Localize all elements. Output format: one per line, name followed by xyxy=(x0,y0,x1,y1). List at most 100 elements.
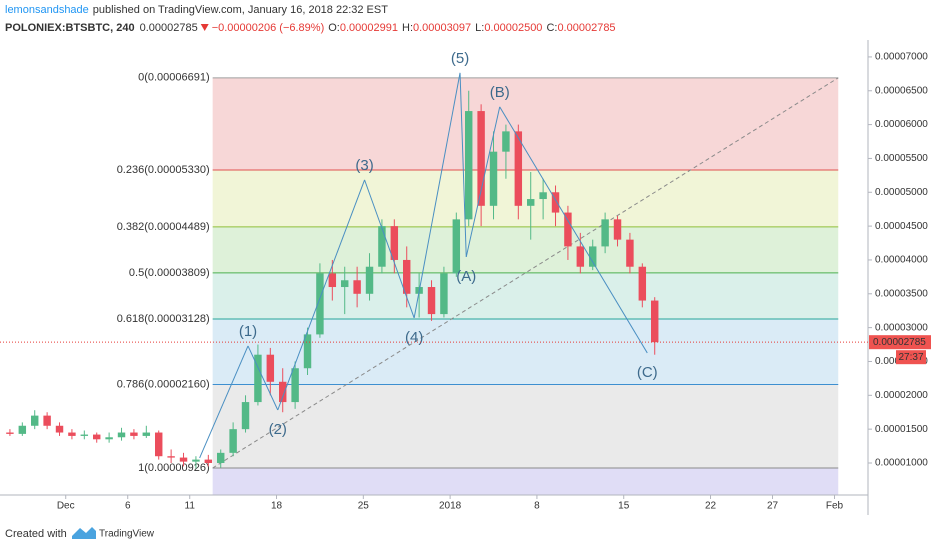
candle-body xyxy=(266,354,275,382)
candle-body xyxy=(55,425,64,433)
candle-body xyxy=(465,111,473,220)
author[interactable]: lemonsandshade xyxy=(5,4,89,16)
last-price-label: 0.00002785 xyxy=(873,337,926,348)
candle-body xyxy=(204,459,213,463)
fib-label: 0.236(0.00005330) xyxy=(117,164,210,176)
x-tick-label: Dec xyxy=(57,501,75,512)
candle-body xyxy=(390,226,399,260)
wave-line xyxy=(247,345,279,411)
ohlc-label: L: xyxy=(475,22,484,34)
candle-body xyxy=(427,287,436,315)
countdown: 27:37 xyxy=(898,352,923,363)
x-tick-label: 15 xyxy=(618,501,630,512)
wave-line xyxy=(277,179,366,411)
wave-line xyxy=(199,345,249,459)
candle-body xyxy=(477,111,485,206)
candle-body xyxy=(452,219,461,274)
candle-body xyxy=(378,226,386,267)
symbol: POLONIEX:BTSBTC, 240 xyxy=(5,22,135,34)
fib-band xyxy=(212,77,839,170)
fib-label: 0.618(0.00003128) xyxy=(117,313,210,325)
last-price-box xyxy=(869,335,931,350)
fib-label: 0.382(0.00004489) xyxy=(117,221,210,233)
candle-body xyxy=(18,425,27,434)
candle-body xyxy=(105,437,113,440)
fib-band xyxy=(212,272,839,319)
wave-line xyxy=(459,72,467,257)
y-tick-label: 0.00005500 xyxy=(875,153,928,164)
ohlc-value: 0.00002785 xyxy=(557,22,615,34)
wave-label: (B) xyxy=(490,84,510,101)
candle-body xyxy=(601,219,609,247)
candle-body xyxy=(241,402,250,430)
wave-line xyxy=(413,72,461,319)
ohlc-value: 0.00003097 xyxy=(413,22,471,34)
footer-created: Created with xyxy=(5,528,67,540)
candle-body xyxy=(440,273,448,315)
candle-body xyxy=(651,300,659,343)
candle-body xyxy=(341,280,349,288)
ohlc-value: 0.00002500 xyxy=(484,22,542,34)
tradingview-logo xyxy=(72,527,96,539)
candle-body xyxy=(365,266,374,294)
candle-body xyxy=(254,354,262,403)
published: published on TradingView.com, January 16… xyxy=(93,4,388,16)
wave-label: (1) xyxy=(239,323,257,340)
candle-body xyxy=(353,280,361,294)
candle-body xyxy=(291,368,299,403)
wave-label: (3) xyxy=(355,157,373,174)
y-tick-label: 0.00004500 xyxy=(875,221,928,232)
candle-body xyxy=(93,434,101,440)
trend-line xyxy=(212,77,839,469)
x-tick-label: 22 xyxy=(705,501,717,512)
candle-body xyxy=(303,334,312,369)
y-tick-label: 0.00001000 xyxy=(875,458,928,469)
x-tick-label: 18 xyxy=(271,501,283,512)
ohlc-value: 0.00002991 xyxy=(340,22,398,34)
wave-label: (5) xyxy=(451,50,469,67)
candle-body xyxy=(638,266,647,301)
fib-band xyxy=(212,384,839,468)
footer-brand[interactable]: TradingView xyxy=(99,529,155,540)
wave-label: (2) xyxy=(269,421,287,438)
fib-band xyxy=(212,467,839,495)
candle-body xyxy=(179,457,188,462)
down-arrow xyxy=(200,24,209,31)
wave-label: (C) xyxy=(637,364,658,381)
x-tick-label: 27 xyxy=(767,501,779,512)
wave-line xyxy=(364,179,415,319)
candle-body xyxy=(31,415,39,426)
plot-area: 0(0.00006691) 0.236(0.00005330) 0.382(0.00… xyxy=(6,50,839,495)
candle-body xyxy=(192,459,200,462)
candle-body xyxy=(589,246,597,267)
header-line: lemonsandshade published on TradingView.c… xyxy=(5,4,388,16)
candle-body xyxy=(130,432,138,436)
x-tick-label: 8 xyxy=(534,501,540,512)
candle-body xyxy=(539,192,547,200)
y-tick-label: 0.00007000 xyxy=(875,52,928,63)
x-tick-label: 2018 xyxy=(439,501,462,512)
candle-body xyxy=(217,452,225,463)
quote-line: POLONIEX:BTSBTC, 240 0.00002785 −0.0000020… xyxy=(5,22,616,34)
candle-body xyxy=(6,432,14,434)
candle-body xyxy=(142,432,151,436)
fib-label: 0(0.00006691) xyxy=(138,72,210,84)
wave-label: (4) xyxy=(405,329,423,346)
y-tick-label: 0.00006000 xyxy=(875,119,928,130)
y-tick-label: 0.00003000 xyxy=(875,322,928,333)
fib-band xyxy=(212,226,839,273)
quote: 0.00002785 xyxy=(140,22,198,34)
countdown-box xyxy=(896,350,926,365)
y-tick-label: 0.00004000 xyxy=(875,255,928,266)
x-tick-label: 11 xyxy=(185,501,196,512)
candle-body xyxy=(43,415,51,426)
candle-body xyxy=(155,432,163,457)
fib-label: 0.786(0.00002160) xyxy=(117,378,210,390)
candle-body xyxy=(279,381,287,403)
candle-body xyxy=(167,456,175,458)
candle-body xyxy=(68,432,76,436)
candle-body xyxy=(527,199,535,206)
candle-body xyxy=(514,131,523,206)
y-tick-label: 0.00005000 xyxy=(875,187,928,198)
